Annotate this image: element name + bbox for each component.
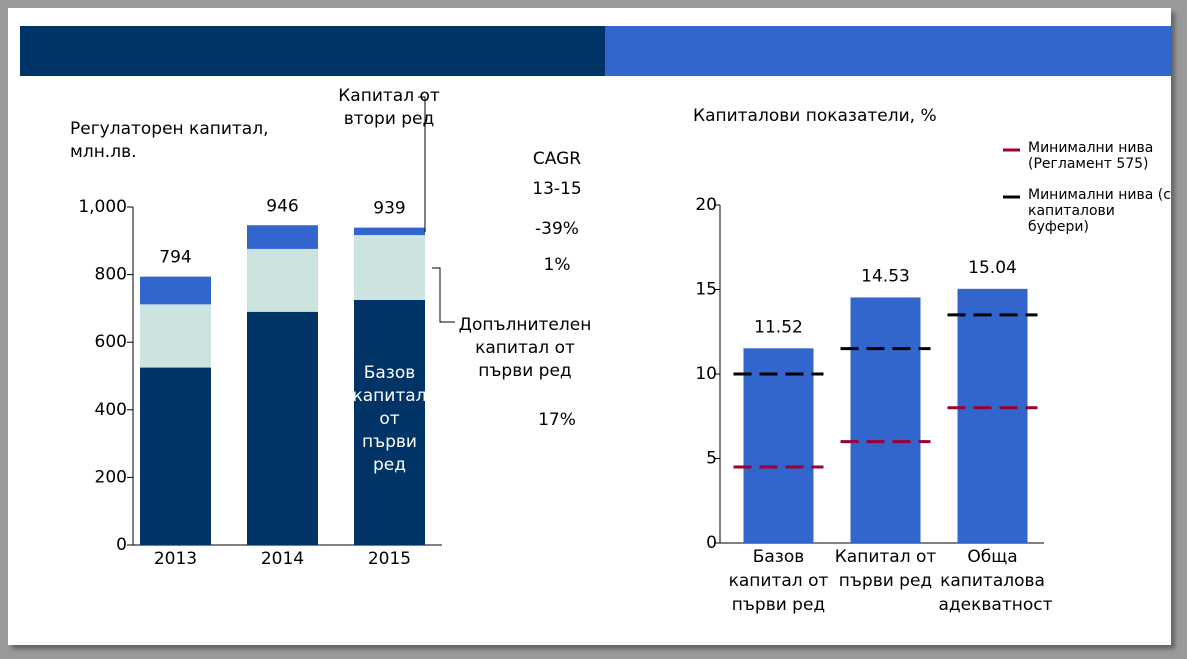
series-label: Капитал от втори ред: [338, 86, 440, 129]
chart-title: Регулаторен капитал, млн.лв.: [70, 119, 269, 162]
bar: [743, 348, 814, 543]
cagr-title: CAGR: [533, 149, 581, 169]
y-tick-label: 5: [706, 449, 717, 469]
series-label: Допълнителен капитал от първи ред: [458, 315, 592, 381]
cagr-value: 1%: [544, 255, 571, 275]
bar-segment: [354, 227, 425, 236]
bar-segment: [140, 367, 211, 545]
value-label: 15.04: [968, 258, 1017, 278]
header-bar: [605, 26, 1172, 76]
bar-segment: [247, 248, 318, 312]
x-tick-label: 2014: [261, 549, 304, 569]
connector: [418, 96, 426, 232]
y-tick-label: 20: [695, 195, 717, 215]
x-tick-label: Капитал от първи ред: [834, 547, 937, 591]
y-tick-label: 0: [116, 535, 127, 555]
bar-segment: [140, 276, 211, 305]
y-tick-label: 400: [95, 400, 127, 420]
x-tick-label: 2015: [368, 549, 411, 569]
cagr-value: 17%: [538, 410, 576, 430]
y-tick-label: 800: [95, 265, 127, 285]
bar-segment: [247, 311, 318, 545]
y-tick-label: 10: [695, 364, 717, 384]
value-label: 11.52: [754, 317, 803, 337]
cagr-period: 13-15: [532, 179, 581, 199]
cagr-value: -39%: [535, 219, 579, 239]
connector: [432, 267, 455, 323]
bar-segment: [140, 304, 211, 368]
y-tick-label: 200: [95, 467, 127, 487]
x-tick-label: 2013: [154, 549, 197, 569]
series-label: Базов капитал от първи ред: [352, 363, 427, 475]
y-tick-label: 0: [706, 533, 717, 553]
total-label: 946: [266, 196, 298, 216]
y-tick-label: 600: [95, 332, 127, 352]
x-tick-label: Обща капиталова адекватност: [938, 547, 1053, 615]
header-bar: [20, 26, 605, 76]
total-label: 939: [373, 199, 405, 219]
bar: [957, 288, 1028, 543]
legend-label: Минимални нива (с капиталови буфери): [1028, 187, 1171, 235]
bar-segment: [247, 225, 318, 249]
y-tick-label: 15: [695, 280, 717, 300]
chart-title: Капиталови показатели, %: [693, 106, 937, 126]
legend-label: Минимални нива (Регламент 575): [1028, 140, 1154, 172]
value-label: 14.53: [861, 266, 910, 286]
y-tick-label: 1,000: [78, 197, 127, 217]
x-tick-label: Базов капитал от първи ред: [728, 547, 829, 615]
bar-segment: [354, 235, 425, 300]
bar-segment: [354, 299, 425, 545]
total-label: 794: [159, 248, 191, 268]
bar: [850, 297, 921, 543]
